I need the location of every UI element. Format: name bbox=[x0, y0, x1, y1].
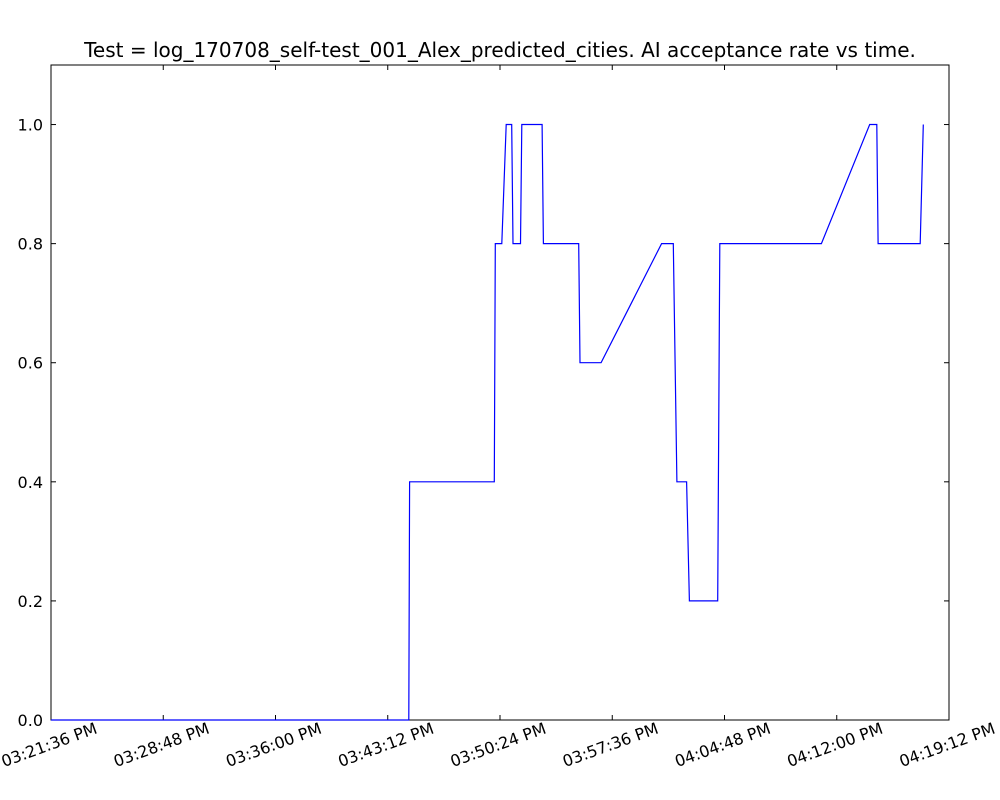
series-line bbox=[51, 123, 924, 721]
x-tick-label: 03:50:24 PM bbox=[448, 719, 549, 771]
axis-ticks: 03:21:36 PM 03:28:48 PM 03:36:00 PM 03:43:1… bbox=[0, 65, 998, 771]
x-tick-label: 04:19:12 PM bbox=[897, 719, 998, 771]
y-tick-label: 0.4 bbox=[18, 473, 43, 492]
x-tick-label: 03:43:12 PM bbox=[335, 719, 436, 771]
y-tick-label: 0.8 bbox=[18, 235, 43, 254]
x-tick-label: 04:04:48 PM bbox=[672, 719, 773, 771]
y-tick-label: 1.0 bbox=[18, 116, 43, 135]
x-tick-label: 03:28:48 PM bbox=[111, 719, 212, 771]
x-tick-label: 03:57:36 PM bbox=[560, 719, 661, 771]
x-tick-label: 04:12:00 PM bbox=[784, 719, 885, 771]
series-group bbox=[51, 123, 924, 721]
x-tick-label: 03:36:00 PM bbox=[223, 719, 324, 771]
y-tick-label: 0.0 bbox=[18, 711, 43, 730]
chart-title: Test = log_170708_self-test_001_Alex_pre… bbox=[83, 38, 916, 62]
y-tick-label: 0.6 bbox=[18, 354, 43, 373]
plot-area bbox=[50, 64, 950, 721]
y-tick-label: 0.2 bbox=[18, 592, 43, 611]
x-tick-label: 03:21:36 PM bbox=[0, 719, 100, 771]
